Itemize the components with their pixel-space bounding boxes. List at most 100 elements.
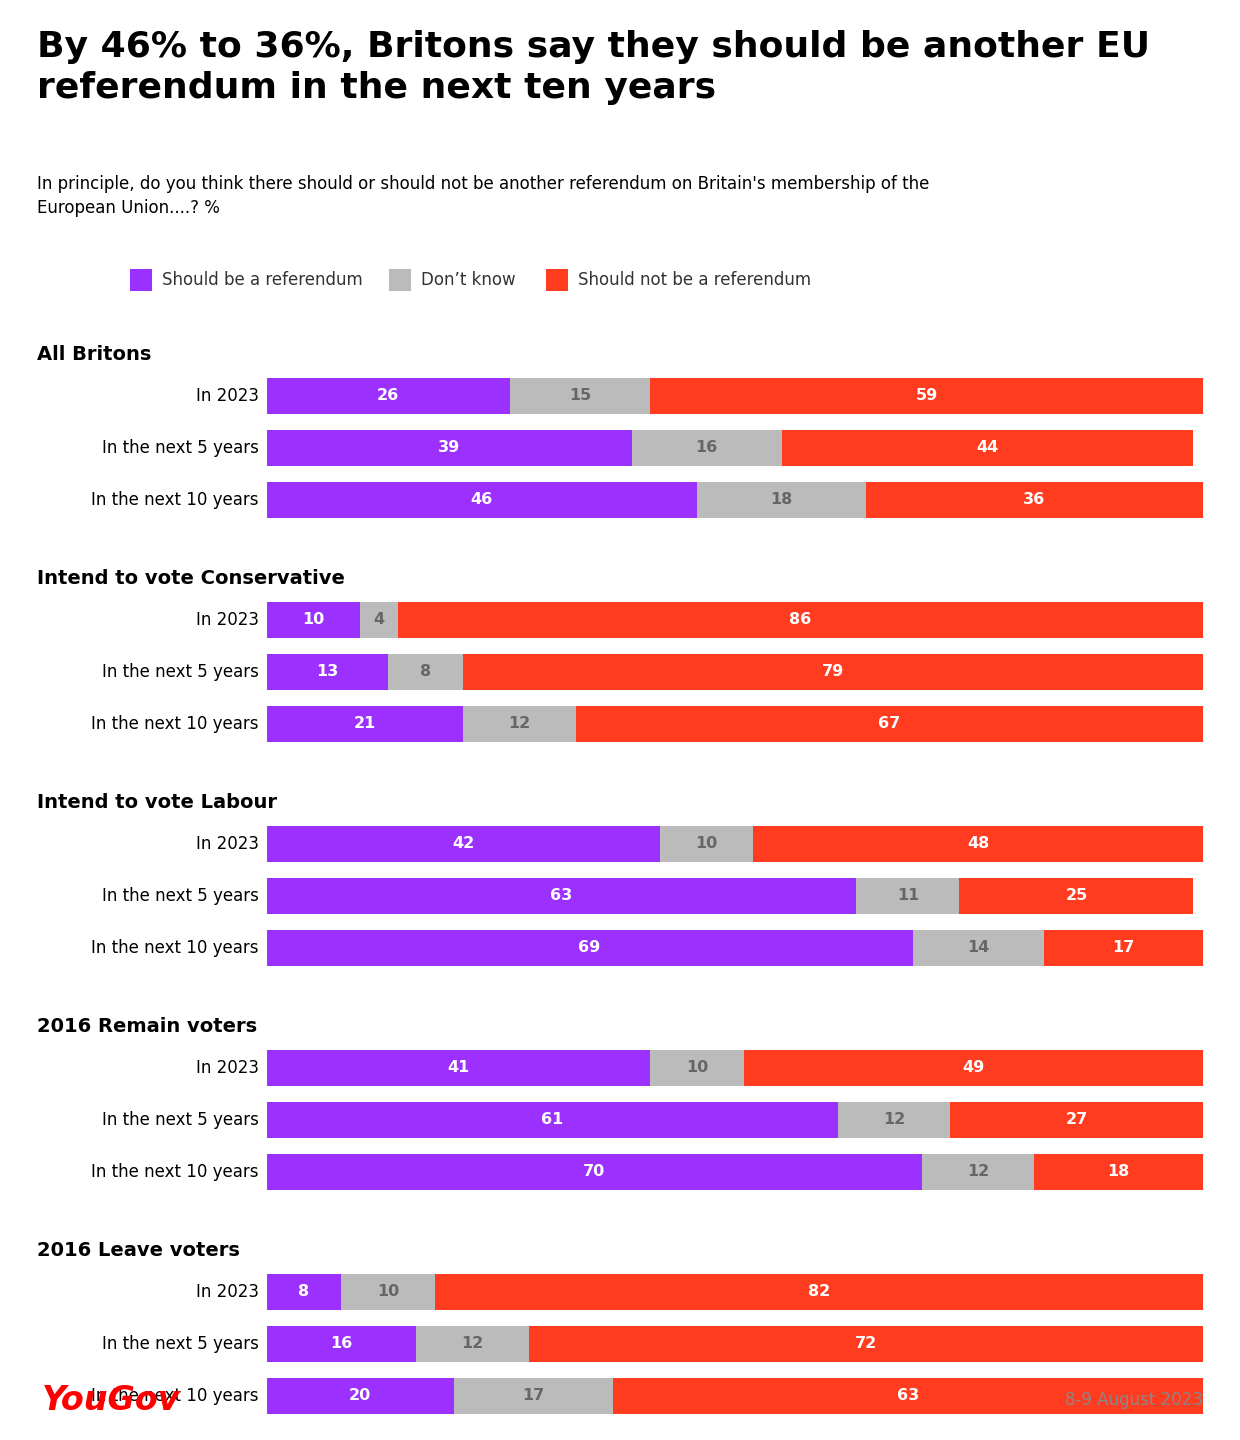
Text: YouGov: YouGov <box>42 1384 181 1417</box>
Bar <box>464 706 575 742</box>
Bar <box>528 1326 1203 1362</box>
Text: In the next 10 years: In the next 10 years <box>91 491 259 508</box>
Text: 17: 17 <box>1112 940 1135 956</box>
Bar <box>267 1378 454 1414</box>
Bar <box>267 377 510 415</box>
Text: 17: 17 <box>522 1388 544 1404</box>
Text: 42: 42 <box>453 837 475 851</box>
Bar <box>651 377 1203 415</box>
Bar <box>267 602 361 638</box>
Bar <box>464 654 1203 690</box>
Bar <box>754 827 1203 863</box>
Text: 10: 10 <box>303 612 325 628</box>
Text: 63: 63 <box>897 1388 919 1404</box>
Text: 10: 10 <box>696 837 718 851</box>
Text: 69: 69 <box>579 940 600 956</box>
Text: 14: 14 <box>967 940 990 956</box>
Bar <box>388 654 464 690</box>
Text: 44: 44 <box>976 441 998 455</box>
Text: 2016 Leave voters: 2016 Leave voters <box>37 1241 241 1260</box>
Text: 79: 79 <box>822 664 844 680</box>
Bar <box>697 482 866 518</box>
Text: In 2023: In 2023 <box>196 835 259 852</box>
Text: In the next 5 years: In the next 5 years <box>102 1335 259 1354</box>
Text: 41: 41 <box>448 1060 470 1076</box>
Text: Should not be a referendum: Should not be a referendum <box>578 271 811 289</box>
Text: 61: 61 <box>541 1113 563 1128</box>
Text: 12: 12 <box>967 1165 990 1179</box>
Bar <box>950 1102 1203 1138</box>
Bar <box>389 269 410 291</box>
Bar <box>398 602 1203 638</box>
Bar <box>341 1274 435 1310</box>
Bar <box>267 1153 921 1189</box>
Text: 67: 67 <box>878 717 900 732</box>
Bar <box>417 1326 528 1362</box>
Text: 59: 59 <box>915 389 937 403</box>
Bar <box>267 827 660 863</box>
Bar <box>575 706 1203 742</box>
Text: 18: 18 <box>770 492 792 507</box>
Text: In 2023: In 2023 <box>196 611 259 629</box>
Text: In the next 5 years: In the next 5 years <box>102 887 259 904</box>
Text: All Britons: All Britons <box>37 346 151 364</box>
Text: 15: 15 <box>569 389 591 403</box>
Bar <box>267 706 464 742</box>
Text: In 2023: In 2023 <box>196 387 259 405</box>
Bar <box>866 482 1203 518</box>
Text: 12: 12 <box>461 1336 484 1352</box>
Text: 12: 12 <box>508 717 531 732</box>
Bar <box>267 1326 417 1362</box>
Bar <box>361 602 398 638</box>
Bar <box>660 827 754 863</box>
Text: In principle, do you think there should or should not be another referendum on B: In principle, do you think there should … <box>37 176 930 216</box>
Text: 8-9 August 2023: 8-9 August 2023 <box>1065 1391 1203 1408</box>
Text: 18: 18 <box>1107 1165 1130 1179</box>
Bar <box>744 1050 1203 1086</box>
Text: 16: 16 <box>696 441 718 455</box>
Bar <box>267 1102 838 1138</box>
Text: In 2023: In 2023 <box>196 1058 259 1077</box>
Bar <box>913 930 1044 966</box>
Text: In the next 5 years: In the next 5 years <box>102 1112 259 1129</box>
Text: 48: 48 <box>967 837 990 851</box>
Text: Don’t know: Don’t know <box>422 271 516 289</box>
Bar <box>1044 930 1203 966</box>
Text: 2016 Remain voters: 2016 Remain voters <box>37 1017 258 1035</box>
Text: 36: 36 <box>1023 492 1045 507</box>
Bar <box>631 431 781 467</box>
Text: 72: 72 <box>854 1336 877 1352</box>
Bar <box>651 1050 744 1086</box>
Text: In the next 10 years: In the next 10 years <box>91 939 259 958</box>
Text: 86: 86 <box>789 612 811 628</box>
Bar <box>781 431 1193 467</box>
Bar <box>267 878 857 914</box>
Bar <box>510 377 651 415</box>
Text: In the next 10 years: In the next 10 years <box>91 1387 259 1405</box>
Text: 82: 82 <box>807 1284 830 1299</box>
Text: 20: 20 <box>350 1388 371 1404</box>
Bar <box>130 269 153 291</box>
Text: 13: 13 <box>316 664 339 680</box>
Text: 70: 70 <box>583 1165 605 1179</box>
Bar <box>267 930 913 966</box>
Bar <box>546 269 568 291</box>
Bar <box>435 1274 1203 1310</box>
Text: 39: 39 <box>438 441 460 455</box>
Text: 12: 12 <box>883 1113 905 1128</box>
Text: 8: 8 <box>420 664 432 680</box>
Bar <box>267 1050 651 1086</box>
Text: 49: 49 <box>962 1060 985 1076</box>
Text: 27: 27 <box>1065 1113 1087 1128</box>
Text: 10: 10 <box>377 1284 399 1299</box>
Text: 4: 4 <box>373 612 384 628</box>
Bar <box>857 878 960 914</box>
Bar <box>960 878 1193 914</box>
Bar <box>613 1378 1203 1414</box>
Text: Intend to vote Labour: Intend to vote Labour <box>37 793 278 812</box>
Bar <box>267 1274 341 1310</box>
Text: Intend to vote Conservative: Intend to vote Conservative <box>37 569 345 588</box>
Text: In the next 10 years: In the next 10 years <box>91 1164 259 1181</box>
Text: 46: 46 <box>471 492 494 507</box>
Text: 10: 10 <box>686 1060 708 1076</box>
